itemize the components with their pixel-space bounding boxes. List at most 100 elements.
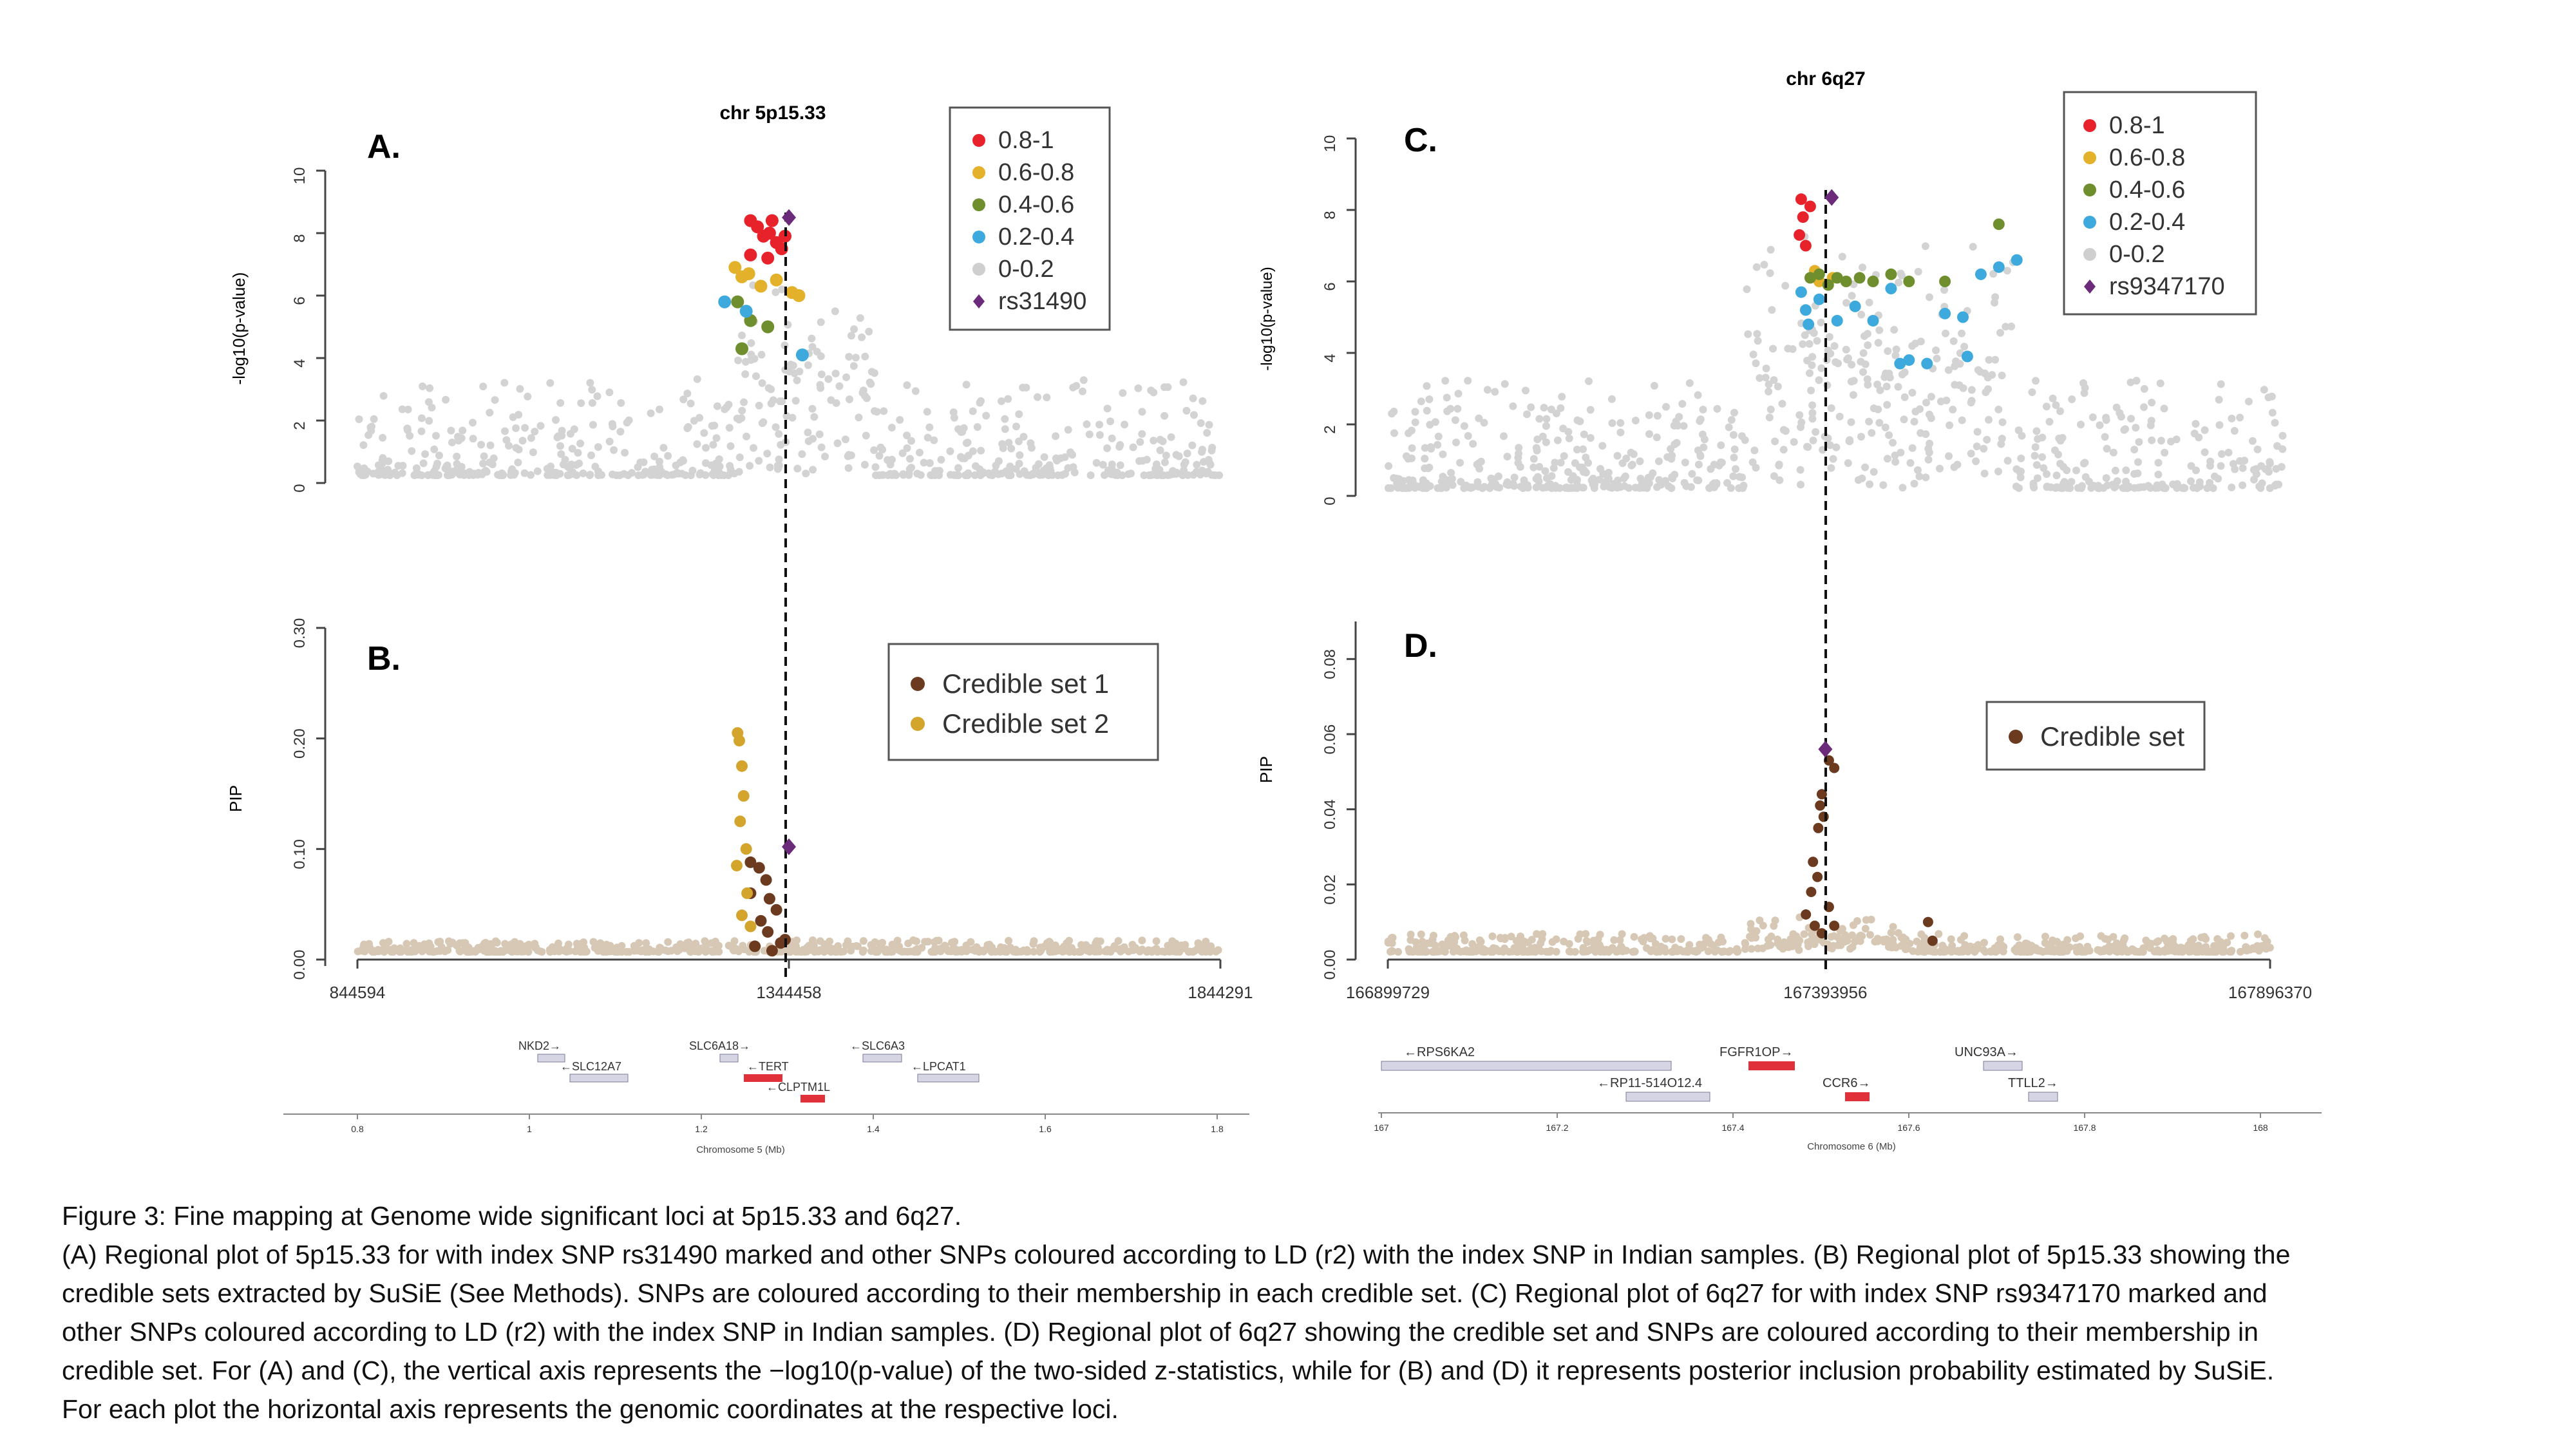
background-snp: [2023, 948, 2032, 956]
y-tick-label: 0.30: [291, 618, 308, 649]
background-snp: [2038, 453, 2046, 461]
background-snp: [1685, 379, 1694, 387]
background-snp: [2154, 937, 2163, 945]
background-snp: [905, 465, 914, 473]
background-snp: [2085, 947, 2094, 955]
background-snp: [738, 331, 746, 339]
background-snp: [789, 361, 797, 370]
background-snp: [430, 445, 439, 453]
background-snp: [1542, 422, 1550, 430]
background-snp: [1889, 439, 1897, 447]
background-snp: [2040, 464, 2048, 472]
snp-point: [763, 893, 775, 905]
background-snp: [374, 945, 383, 954]
background-snp: [817, 384, 825, 392]
background-snp: [520, 469, 529, 477]
background-snp: [903, 431, 911, 440]
background-snp: [1653, 483, 1661, 491]
background-snp: [1464, 431, 1472, 440]
background-snp: [1953, 947, 1961, 956]
background-snp: [842, 373, 851, 381]
background-snp: [1808, 930, 1816, 938]
background-snp: [1019, 433, 1028, 441]
background-snp: [1873, 937, 1882, 945]
y-tick-label: 2: [1321, 425, 1339, 433]
background-snp: [1894, 383, 1902, 391]
background-snp: [1454, 404, 1462, 413]
background-snp: [1861, 463, 1870, 471]
background-snp: [447, 426, 455, 435]
background-snp: [527, 434, 535, 442]
background-snp: [448, 439, 456, 446]
background-snp: [1405, 484, 1413, 492]
gene-track-left: 0.8 1 1.2 1.4 1.6 1.8 Chromosome 5 (Mb) NKD2→…: [283, 1039, 1249, 1155]
background-snp: [711, 938, 719, 945]
background-snp: [1662, 947, 1670, 956]
background-snp: [1974, 941, 1982, 949]
background-snp: [2140, 384, 2148, 393]
background-snp: [793, 464, 802, 473]
background-snp: [971, 471, 979, 479]
background-snp: [856, 314, 864, 322]
snp-point: [737, 790, 750, 802]
background-snp: [664, 451, 672, 460]
background-snp: [536, 422, 545, 430]
background-snp: [1405, 429, 1413, 437]
background-snp: [696, 413, 704, 422]
background-snp: [1824, 434, 1832, 442]
background-snp: [1558, 393, 1566, 401]
snp-point: [740, 843, 752, 855]
background-snp: [1567, 476, 1575, 484]
gene-slc6a18: [719, 1054, 739, 1063]
background-snp: [1765, 388, 1773, 395]
snp-point: [753, 862, 765, 874]
panel-b-credible-snps: [731, 727, 791, 957]
background-snp: [1421, 464, 1429, 473]
background-snp: [775, 430, 783, 438]
background-snp: [708, 422, 716, 430]
background-snp: [1694, 460, 1703, 469]
background-snp: [1145, 471, 1153, 479]
background-snp: [2154, 459, 2163, 467]
background-snp: [1101, 947, 1110, 956]
background-snp: [1859, 263, 1866, 272]
background-snp: [2169, 480, 2177, 489]
background-snp: [1114, 937, 1122, 945]
background-snp: [1028, 469, 1037, 478]
snp-point: [792, 289, 806, 302]
background-snp: [1503, 453, 1511, 460]
background-snp: [2200, 933, 2208, 941]
background-snp: [747, 339, 755, 347]
background-snp: [687, 471, 695, 479]
background-snp: [2087, 484, 2096, 492]
background-snp: [1565, 434, 1573, 442]
background-snp: [593, 392, 601, 401]
background-snp: [801, 947, 810, 955]
background-snp: [1770, 376, 1778, 384]
snp-point: [1840, 276, 1852, 287]
background-snp: [1434, 947, 1442, 955]
background-snp: [873, 948, 882, 956]
background-snp: [1756, 374, 1764, 382]
background-snp: [2161, 484, 2170, 492]
background-snp: [1897, 269, 1905, 278]
index-snp-diamond: [782, 209, 797, 226]
background-snp: [1956, 936, 1965, 944]
background-snp: [2038, 433, 2047, 442]
background-snp: [2203, 484, 2211, 492]
legend-label: 0-0.2: [2109, 241, 2165, 268]
background-snp: [2068, 395, 2076, 403]
background-snp: [767, 385, 775, 393]
legend-marker: [2083, 216, 2096, 229]
background-snp: [755, 457, 763, 465]
snp-point: [734, 815, 746, 828]
gene-lpcat1: [917, 1074, 980, 1083]
background-snp: [2007, 322, 2016, 330]
background-snp: [1935, 930, 1943, 938]
snp-point: [1801, 909, 1812, 920]
background-snp: [1159, 471, 1168, 479]
background-snp: [2139, 944, 2148, 952]
background-snp: [1421, 455, 1429, 463]
caption-line: (A) Regional plot of 5p15.33 for with in…: [62, 1240, 2291, 1269]
background-snp: [1776, 476, 1784, 484]
